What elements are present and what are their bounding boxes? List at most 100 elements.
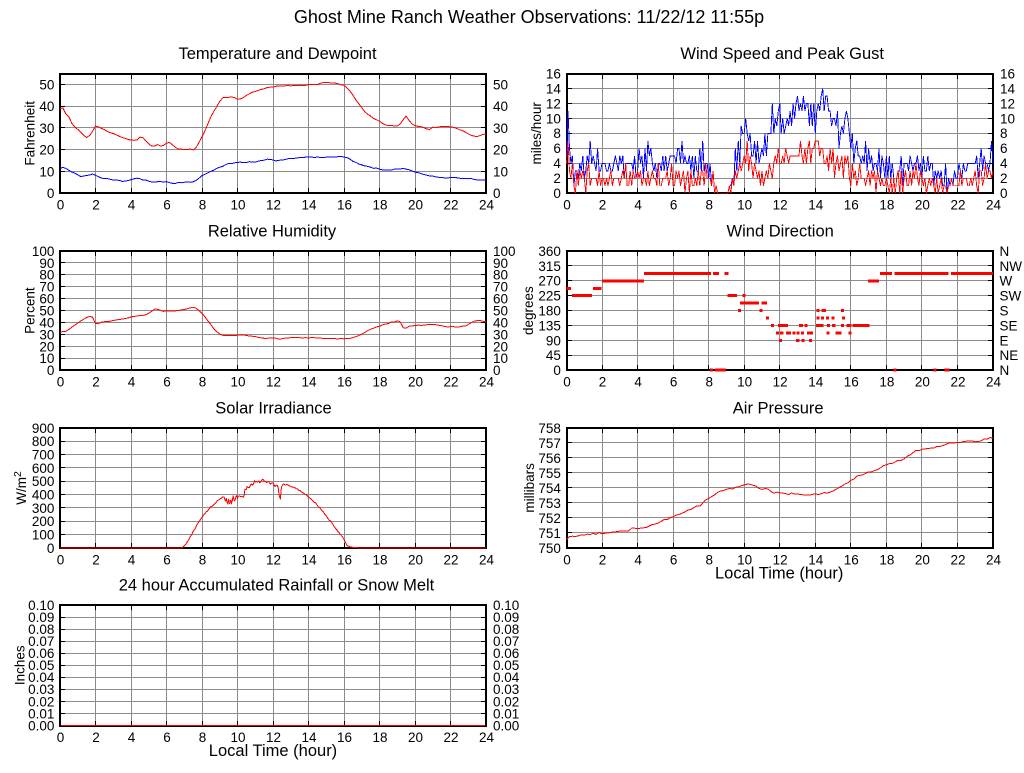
svg-text:E: E	[1000, 333, 1009, 348]
svg-text:14: 14	[808, 552, 824, 567]
svg-text:12: 12	[773, 198, 788, 213]
svg-text:700: 700	[32, 448, 55, 463]
svg-text:0.10: 0.10	[28, 598, 54, 613]
svg-text:40: 40	[493, 99, 508, 114]
svg-text:Wind Speed and Peak Gust: Wind Speed and Peak Gust	[680, 45, 884, 63]
svg-text:12: 12	[773, 552, 788, 567]
svg-text:22: 22	[950, 198, 965, 213]
svg-text:16: 16	[337, 375, 352, 390]
svg-text:24: 24	[479, 730, 495, 745]
svg-text:0: 0	[1000, 186, 1008, 201]
svg-text:10: 10	[230, 198, 245, 213]
svg-text:16: 16	[1000, 66, 1015, 81]
svg-text:500: 500	[32, 474, 55, 489]
svg-text:0: 0	[47, 186, 55, 201]
svg-text:360: 360	[538, 244, 561, 259]
svg-text:10: 10	[737, 198, 752, 213]
svg-text:30: 30	[39, 327, 54, 342]
svg-text:6: 6	[163, 552, 171, 567]
svg-text:SW: SW	[1000, 289, 1022, 304]
svg-text:800: 800	[32, 434, 55, 449]
svg-text:22: 22	[443, 198, 458, 213]
svg-text:8: 8	[199, 375, 207, 390]
svg-text:200: 200	[32, 514, 55, 529]
svg-text:10: 10	[493, 351, 508, 366]
svg-text:0: 0	[57, 552, 65, 567]
svg-text:0.00: 0.00	[493, 718, 519, 733]
svg-text:20: 20	[915, 375, 930, 390]
svg-text:20: 20	[408, 198, 423, 213]
svg-text:W/m2: W/m2	[12, 471, 29, 505]
svg-text:40: 40	[39, 99, 54, 114]
svg-text:0.03: 0.03	[493, 682, 519, 697]
svg-text:50: 50	[39, 304, 54, 319]
svg-text:2: 2	[92, 198, 100, 213]
svg-text:18: 18	[879, 198, 894, 213]
svg-text:0.08: 0.08	[28, 622, 54, 637]
svg-text:2: 2	[599, 375, 607, 390]
svg-text:0.05: 0.05	[28, 658, 54, 673]
svg-text:18: 18	[372, 552, 387, 567]
svg-text:0.07: 0.07	[493, 634, 519, 649]
svg-text:16: 16	[844, 198, 859, 213]
svg-text:4: 4	[553, 156, 561, 171]
svg-text:0.04: 0.04	[493, 670, 520, 685]
svg-text:SE: SE	[1000, 318, 1018, 333]
svg-text:Local Time (hour): Local Time (hour)	[209, 742, 337, 760]
svg-text:40: 40	[493, 315, 508, 330]
svg-text:14: 14	[301, 375, 317, 390]
svg-text:20: 20	[493, 143, 508, 158]
svg-text:16: 16	[337, 730, 352, 745]
svg-text:0: 0	[553, 186, 561, 201]
svg-text:0: 0	[563, 198, 571, 213]
svg-text:2: 2	[92, 375, 100, 390]
svg-text:4: 4	[128, 375, 136, 390]
svg-text:30: 30	[493, 327, 508, 342]
svg-text:10: 10	[230, 552, 245, 567]
svg-text:4: 4	[128, 552, 136, 567]
svg-text:315: 315	[538, 259, 561, 274]
svg-text:24: 24	[986, 198, 1002, 213]
svg-text:90: 90	[39, 256, 54, 271]
svg-text:20: 20	[915, 198, 930, 213]
svg-text:20: 20	[39, 339, 54, 354]
svg-text:18: 18	[879, 552, 894, 567]
svg-text:N: N	[1000, 244, 1010, 259]
svg-text:4: 4	[128, 730, 136, 745]
svg-text:10: 10	[39, 351, 54, 366]
svg-text:0.05: 0.05	[493, 658, 519, 673]
svg-text:Local Time (hour): Local Time (hour)	[715, 564, 843, 582]
svg-text:4: 4	[1000, 156, 1008, 171]
svg-text:0.04: 0.04	[28, 670, 55, 685]
svg-text:14: 14	[808, 198, 824, 213]
svg-text:6: 6	[670, 198, 678, 213]
svg-text:80: 80	[493, 268, 508, 283]
svg-text:0.01: 0.01	[28, 706, 54, 721]
svg-text:30: 30	[493, 121, 508, 136]
svg-text:4: 4	[634, 552, 642, 567]
svg-text:16: 16	[337, 198, 352, 213]
svg-text:60: 60	[493, 292, 508, 307]
svg-text:22: 22	[443, 552, 458, 567]
svg-text:14: 14	[301, 730, 317, 745]
svg-text:8: 8	[1000, 126, 1008, 141]
svg-text:0.06: 0.06	[28, 646, 54, 661]
svg-text:24: 24	[479, 552, 495, 567]
svg-text:10: 10	[230, 375, 245, 390]
svg-text:6: 6	[1000, 141, 1008, 156]
svg-text:70: 70	[493, 280, 508, 295]
svg-text:0: 0	[47, 541, 55, 556]
svg-text:6: 6	[163, 375, 171, 390]
svg-text:12: 12	[1000, 96, 1015, 111]
svg-text:0.01: 0.01	[493, 706, 519, 721]
svg-text:16: 16	[337, 552, 352, 567]
svg-text:18: 18	[372, 198, 387, 213]
svg-text:degrees: degrees	[521, 286, 536, 335]
svg-text:0.00: 0.00	[28, 718, 54, 733]
svg-text:14: 14	[546, 81, 562, 96]
svg-text:90: 90	[493, 256, 508, 271]
svg-text:6: 6	[163, 730, 171, 745]
svg-text:0: 0	[493, 186, 501, 201]
svg-text:14: 14	[1000, 81, 1016, 96]
svg-text:2: 2	[599, 198, 607, 213]
